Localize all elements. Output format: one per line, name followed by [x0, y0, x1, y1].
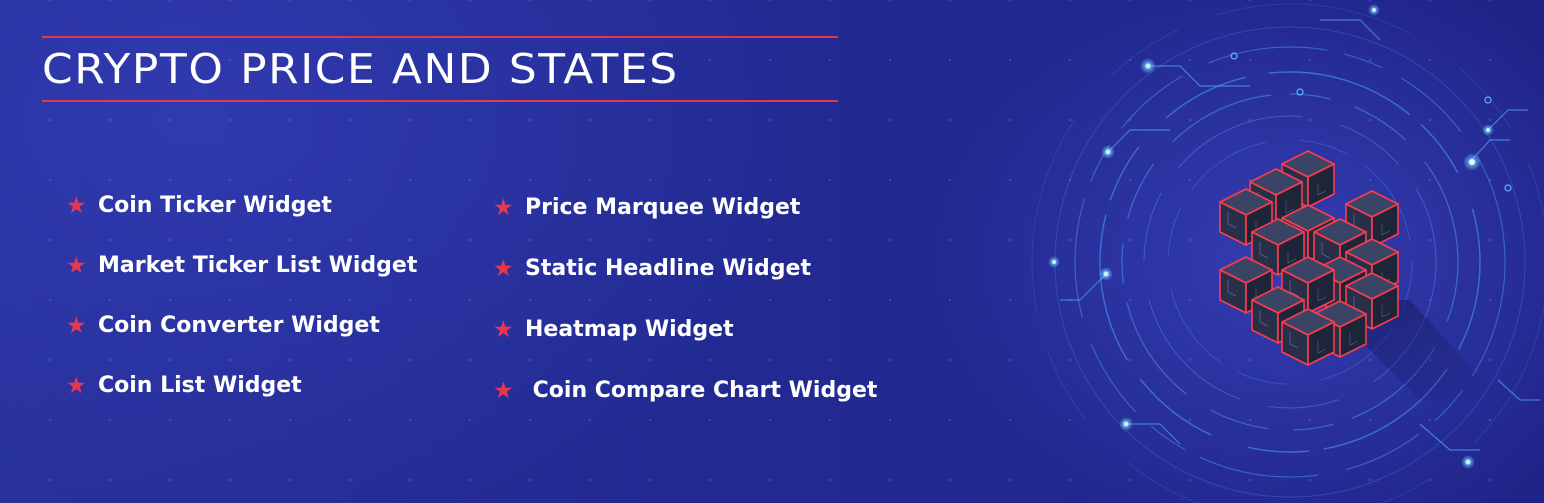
title-top-rule: [42, 36, 838, 38]
star-icon: ★: [66, 253, 87, 279]
feature-label: Coin Ticker Widget: [98, 193, 332, 218]
feature-item: ★ Heatmap Widget: [493, 314, 877, 375]
feature-item: ★ Price Marquee Widget: [493, 192, 877, 253]
feature-label: Coin Compare Chart Widget: [525, 378, 878, 403]
feature-item: ★ Coin List Widget: [66, 370, 417, 430]
feature-label: Coin Converter Widget: [98, 313, 380, 338]
feature-label: Market Ticker List Widget: [98, 253, 418, 278]
feature-label: Coin List Widget: [98, 373, 302, 398]
feature-column-right: ★ Price Marquee Widget ★ Static Headline…: [493, 192, 877, 436]
feature-item: ★ Static Headline Widget: [493, 253, 877, 314]
star-icon: ★: [66, 373, 87, 399]
feature-label: Price Marquee Widget: [525, 195, 801, 220]
feature-list: ★ Coin Ticker Widget ★ Market Ticker Lis…: [66, 190, 936, 420]
cube: [1281, 308, 1335, 366]
star-icon: ★: [493, 378, 514, 404]
blockchain-cubes-illustration: [1020, 0, 1544, 503]
star-icon: ★: [493, 195, 514, 221]
cube: [1219, 188, 1273, 246]
star-icon: ★: [493, 317, 514, 343]
star-icon: ★: [493, 256, 514, 282]
feature-label: Static Headline Widget: [525, 256, 811, 281]
cube-cluster: [1219, 150, 1399, 366]
star-icon: ★: [66, 193, 87, 219]
cube: [1219, 256, 1273, 314]
star-icon: ★: [66, 313, 87, 339]
feature-label: Heatmap Widget: [525, 317, 734, 342]
feature-item: ★ Coin Converter Widget: [66, 310, 417, 370]
feature-item: ★ Coin Ticker Widget: [66, 190, 417, 250]
feature-item: ★ Market Ticker List Widget: [66, 250, 417, 310]
title-bottom-rule: [42, 100, 838, 102]
feature-column-left: ★ Coin Ticker Widget ★ Market Ticker Lis…: [66, 190, 417, 430]
title-block: CRYPTO PRICE AND STATES: [42, 36, 838, 102]
banner-title: CRYPTO PRICE AND STATES: [42, 45, 679, 93]
feature-item: ★ Coin Compare Chart Widget: [493, 375, 877, 436]
